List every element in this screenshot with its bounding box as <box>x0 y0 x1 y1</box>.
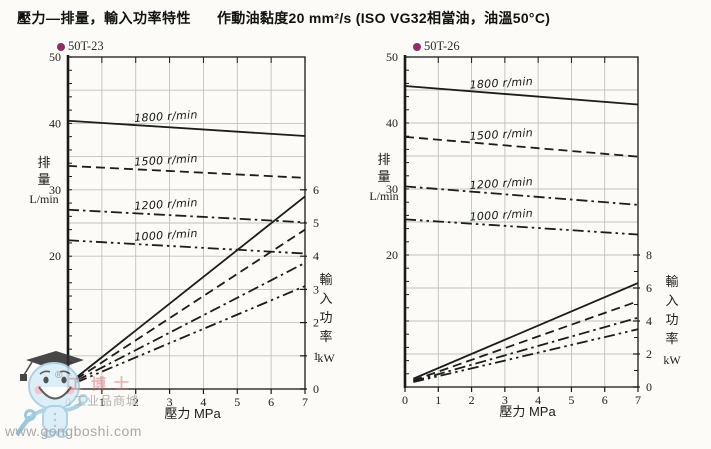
svg-text:4: 4 <box>646 314 652 328</box>
svg-text:1000 r/min: 1000 r/min <box>134 227 198 244</box>
model-marker-dot <box>413 42 421 51</box>
svg-text:1500 r/min: 1500 r/min <box>469 126 533 143</box>
registered-mark: ® <box>55 370 63 381</box>
svg-text:1500 r/min: 1500 r/min <box>134 152 198 169</box>
watermark-shop-text: 工业品商城 <box>74 394 140 408</box>
svg-text:30: 30 <box>49 183 61 197</box>
model-marker-dot <box>57 42 65 51</box>
cap-tassel <box>23 361 33 376</box>
svg-text:排: 排 <box>37 155 50 170</box>
svg-text:3: 3 <box>167 395 173 409</box>
svg-text:0: 0 <box>646 380 652 394</box>
mascot-foot <box>43 430 55 438</box>
svg-text:7: 7 <box>302 395 308 409</box>
model-label: 50T-26 <box>424 39 460 53</box>
model-tag-50t-23: 50T-23 <box>57 39 104 54</box>
svg-text:1: 1 <box>435 393 441 407</box>
svg-text:4: 4 <box>200 395 206 409</box>
chart-50t-26: 0 1 2 3 4 5 6 7 20 30 40 50 0 2 4 6 8 1800 r/min 1500 r/mi… <box>369 50 681 419</box>
svg-text:20: 20 <box>49 249 61 263</box>
title-conditions: 作動油黏度20 mm²/s (ISO VG32相當油，油溫50°C) <box>217 10 551 26</box>
title-main: 壓力—排量，輸入功率特性 <box>17 10 191 26</box>
svg-text:3: 3 <box>313 282 319 296</box>
mascot-foot <box>56 430 68 438</box>
svg-text:6: 6 <box>602 393 608 407</box>
svg-text:率: 率 <box>319 329 332 344</box>
svg-text:0: 0 <box>313 382 319 396</box>
mascot-button <box>53 424 57 428</box>
mascot-thumb <box>78 394 88 404</box>
svg-text:kW: kW <box>317 351 335 365</box>
svg-text:1800 r/min: 1800 r/min <box>134 108 198 125</box>
svg-text:8: 8 <box>646 248 652 262</box>
mascot-eye <box>61 376 67 384</box>
svg-text:1000 r/min: 1000 r/min <box>469 207 533 224</box>
svg-text:6: 6 <box>646 281 652 295</box>
svg-text:1800 r/min: 1800 r/min <box>469 75 533 92</box>
svg-text:壓力 MPa: 壓力 MPa <box>164 406 221 421</box>
svg-text:6: 6 <box>268 395 274 409</box>
watermark-site-url: www.gongboshi.com <box>5 423 142 439</box>
svg-text:2: 2 <box>133 395 139 409</box>
svg-text:量: 量 <box>377 169 390 184</box>
mascot-button <box>53 418 57 422</box>
svg-text:排: 排 <box>377 152 390 167</box>
svg-text:輸: 輸 <box>665 274 678 289</box>
svg-text:40: 40 <box>49 116 61 130</box>
svg-text:功: 功 <box>665 312 678 327</box>
graduation-cap-icon <box>26 351 84 370</box>
svg-text:2: 2 <box>469 393 475 407</box>
svg-text:率: 率 <box>665 331 678 346</box>
svg-text:3: 3 <box>502 393 508 407</box>
svg-text:量: 量 <box>37 172 50 187</box>
svg-text:7: 7 <box>635 393 641 407</box>
svg-text:4: 4 <box>313 249 319 263</box>
svg-text:1: 1 <box>99 395 105 409</box>
svg-text:5: 5 <box>313 216 319 230</box>
svg-text:50: 50 <box>386 50 398 64</box>
svg-text:0: 0 <box>402 393 408 407</box>
svg-text:輸: 輸 <box>319 272 332 287</box>
watermark-brand-text: 工博士 <box>68 376 138 393</box>
svg-text:壓力 MPa: 壓力 MPa <box>499 404 556 419</box>
svg-text:4: 4 <box>535 393 541 407</box>
svg-text:40: 40 <box>386 116 398 130</box>
model-tag-50t-26: 50T-26 <box>413 39 460 54</box>
mascot-watermark <box>15 351 88 438</box>
svg-text:kW: kW <box>663 353 681 367</box>
wrench-head-icon <box>24 409 36 421</box>
svg-text:2: 2 <box>313 316 319 330</box>
mascot-button <box>53 412 57 416</box>
svg-text:30: 30 <box>386 182 398 196</box>
mascot-brow <box>59 370 71 375</box>
wrench-icon <box>15 415 32 436</box>
svg-text:5: 5 <box>568 393 574 407</box>
svg-text:入: 入 <box>319 291 332 306</box>
svg-text:1200 r/min: 1200 r/min <box>134 196 198 213</box>
svg-text:5: 5 <box>234 395 240 409</box>
svg-text:50: 50 <box>49 50 61 64</box>
svg-text:1200 r/min: 1200 r/min <box>469 175 533 192</box>
svg-text:2: 2 <box>646 347 652 361</box>
model-label: 50T-23 <box>68 39 104 53</box>
mascot-smile <box>38 386 72 400</box>
page-title: 壓力—排量，輸入功率特性 作動油黏度20 mm²/s (ISO VG32相當油，油… <box>17 8 550 28</box>
cap-tassel-end <box>20 374 27 381</box>
mascot-eye <box>43 376 49 384</box>
svg-text:6: 6 <box>313 183 319 197</box>
svg-text:20: 20 <box>386 248 398 262</box>
svg-text:L/min: L/min <box>369 189 398 203</box>
svg-text:L/min: L/min <box>29 192 58 206</box>
svg-text:入: 入 <box>665 293 678 308</box>
svg-text:功: 功 <box>319 310 332 325</box>
svg-text:1: 1 <box>313 349 319 363</box>
mascot-brow <box>39 370 51 375</box>
